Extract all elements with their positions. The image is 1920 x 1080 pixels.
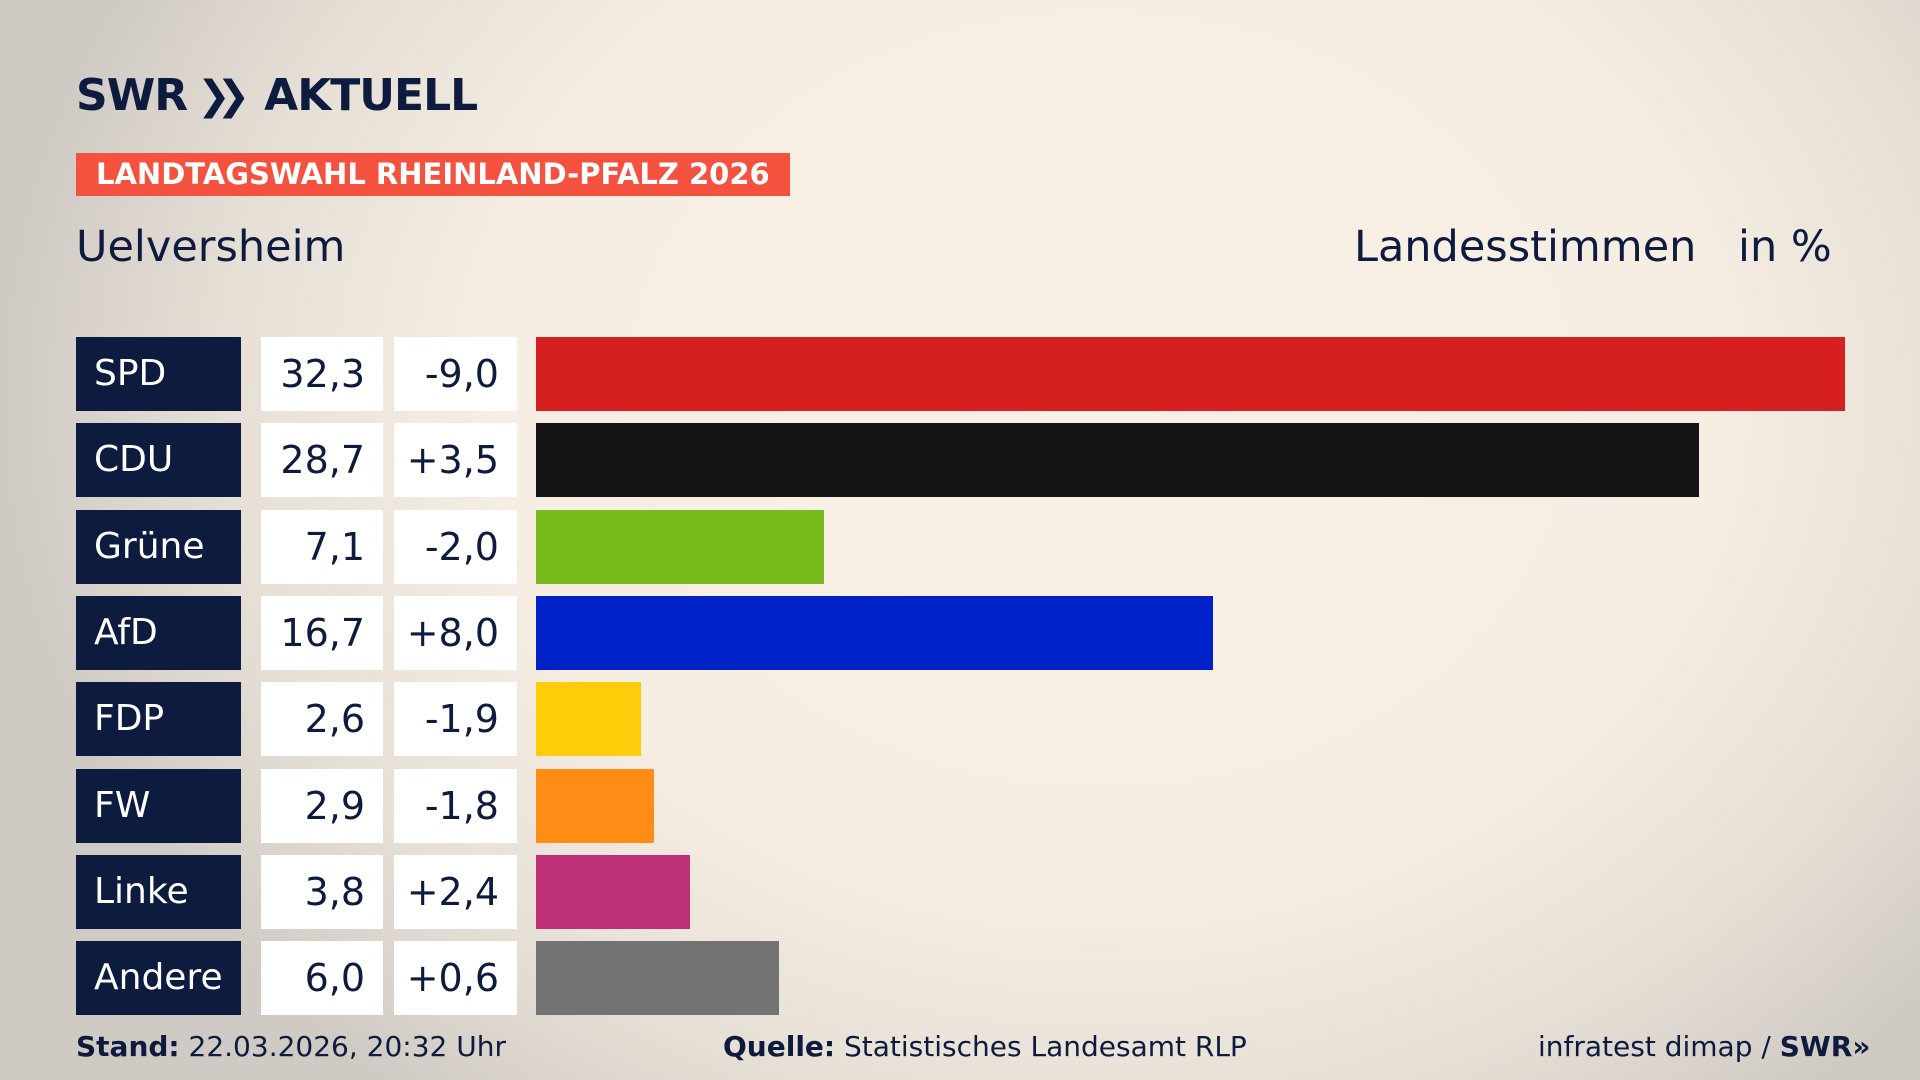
party-label: Linke	[76, 854, 241, 929]
credit-text: infratest dimap /	[1538, 1030, 1771, 1063]
value-label: 28,7	[261, 423, 383, 498]
diff-label: +8,0	[394, 595, 517, 670]
swr-small-logo: SWR	[1779, 1030, 1853, 1063]
stand-label: Stand:	[76, 1030, 180, 1063]
value-label: 6,0	[261, 941, 383, 1016]
bar	[536, 423, 1700, 498]
value-label: 2,6	[261, 682, 383, 757]
logo-text: SWR	[76, 70, 188, 121]
bar	[536, 854, 690, 929]
source-label: Quelle:	[723, 1030, 836, 1063]
value-label: 32,3	[261, 337, 383, 411]
bar	[536, 941, 780, 1016]
party-label: Andere	[76, 941, 241, 1016]
value-label: 3,8	[261, 854, 383, 929]
logo-suffix: AKTUELL	[264, 70, 478, 121]
bar	[536, 337, 1845, 411]
source-value: Statistisches Landesamt RLP	[844, 1030, 1247, 1063]
swr-aktuell-logo: SWR ❯❯ AKTUELL	[76, 70, 478, 121]
region-title: Uelversheim	[76, 222, 346, 272]
party-label: FDP	[76, 682, 241, 757]
party-label: Grüne	[76, 509, 241, 584]
party-label: CDU	[76, 423, 241, 498]
diff-label: +2,4	[394, 854, 517, 929]
diff-label: +0,6	[394, 941, 517, 1016]
metric-label: Landesstimmen	[1354, 222, 1697, 272]
unit-label: in %	[1738, 222, 1832, 272]
credit: infratest dimap / SWR»	[1538, 1030, 1870, 1063]
bar	[536, 595, 1213, 670]
party-label: AfD	[76, 595, 241, 670]
value-label: 16,7	[261, 595, 383, 670]
bar	[536, 682, 642, 757]
value-label: 7,1	[261, 509, 383, 584]
diff-label: -1,8	[394, 768, 517, 843]
source-info: Quelle: Statistisches Landesamt RLP	[723, 1030, 1247, 1063]
election-banner: LANDTAGSWAHL RHEINLAND-PFALZ 2026	[76, 153, 790, 196]
diff-label: +3,5	[394, 423, 517, 498]
diff-label: -1,9	[394, 682, 517, 757]
double-chevron-icon: »	[1852, 1030, 1871, 1063]
stand-info: Stand: 22.03.2026, 20:32 Uhr	[76, 1030, 506, 1063]
bar	[536, 509, 824, 584]
bar	[536, 768, 654, 843]
diff-label: -2,0	[394, 509, 517, 584]
value-label: 2,9	[261, 768, 383, 843]
stand-value: 22.03.2026, 20:32 Uhr	[188, 1030, 506, 1063]
diff-label: -9,0	[394, 337, 517, 411]
party-label: FW	[76, 768, 241, 843]
double-chevron-icon: ❯❯	[197, 72, 250, 119]
party-label: SPD	[76, 337, 241, 411]
